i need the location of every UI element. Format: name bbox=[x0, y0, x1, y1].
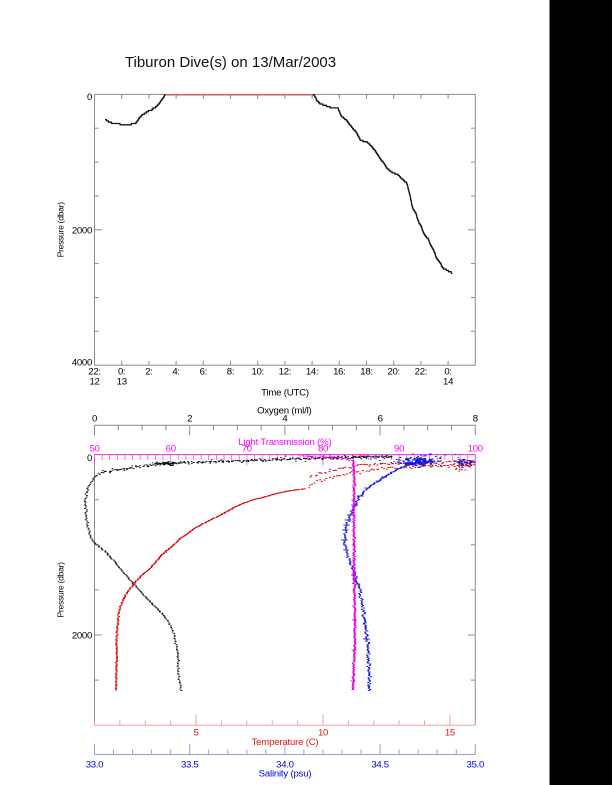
svg-text:34.0: 34.0 bbox=[276, 760, 293, 771]
svg-text:80: 80 bbox=[318, 444, 328, 455]
svg-text:34.5: 34.5 bbox=[371, 760, 388, 771]
svg-text:2:: 2: bbox=[145, 367, 152, 378]
svg-text:0: 0 bbox=[92, 414, 97, 425]
svg-text:0:: 0: bbox=[118, 367, 125, 378]
svg-text:Light Transmission (%): Light Transmission (%) bbox=[238, 437, 331, 448]
svg-text:4000: 4000 bbox=[72, 358, 92, 369]
svg-text:10:: 10: bbox=[251, 367, 263, 378]
svg-text:0: 0 bbox=[87, 453, 92, 464]
svg-text:0: 0 bbox=[87, 92, 92, 103]
svg-text:Time (UTC): Time (UTC) bbox=[261, 388, 309, 399]
svg-text:13: 13 bbox=[117, 376, 127, 387]
svg-text:2000: 2000 bbox=[72, 631, 92, 642]
svg-text:22:: 22: bbox=[88, 367, 100, 378]
svg-text:20:: 20: bbox=[387, 367, 399, 378]
svg-text:12: 12 bbox=[89, 376, 99, 387]
svg-text:Pressure (dbar): Pressure (dbar) bbox=[56, 562, 66, 618]
svg-text:22:: 22: bbox=[415, 367, 427, 378]
svg-text:35.0: 35.0 bbox=[467, 760, 484, 771]
svg-text:16:: 16: bbox=[333, 367, 345, 378]
svg-text:4: 4 bbox=[282, 414, 288, 425]
svg-text:2000: 2000 bbox=[72, 225, 92, 236]
svg-text:6:: 6: bbox=[200, 367, 207, 378]
svg-text:8:: 8: bbox=[227, 367, 234, 378]
svg-text:4:: 4: bbox=[172, 367, 179, 378]
svg-text:Salinity (psu): Salinity (psu) bbox=[259, 769, 312, 780]
svg-text:12:: 12: bbox=[279, 367, 291, 378]
svg-text:18:: 18: bbox=[360, 367, 372, 378]
svg-text:14:: 14: bbox=[306, 367, 318, 378]
svg-text:Oxygen (ml/l): Oxygen (ml/l) bbox=[257, 406, 311, 417]
svg-text:70: 70 bbox=[242, 444, 252, 455]
svg-text:Tiburon Dive(s) on 13/Mar/2003: Tiburon Dive(s) on 13/Mar/2003 bbox=[125, 54, 336, 71]
svg-text:5: 5 bbox=[193, 727, 198, 738]
svg-text:2: 2 bbox=[187, 414, 192, 425]
svg-text:60: 60 bbox=[166, 444, 176, 455]
svg-text:50: 50 bbox=[89, 444, 99, 455]
svg-text:8: 8 bbox=[473, 414, 478, 425]
svg-text:Pressure (dbar): Pressure (dbar) bbox=[56, 202, 66, 258]
svg-text:10: 10 bbox=[318, 727, 328, 738]
svg-text:Temperature (C): Temperature (C) bbox=[252, 737, 319, 748]
svg-text:15: 15 bbox=[445, 727, 455, 738]
svg-text:14: 14 bbox=[443, 376, 454, 387]
svg-text:33.0: 33.0 bbox=[86, 760, 103, 771]
svg-text:90: 90 bbox=[394, 444, 404, 455]
svg-text:0:: 0: bbox=[444, 367, 451, 378]
svg-text:6: 6 bbox=[378, 414, 383, 425]
svg-text:100: 100 bbox=[468, 444, 483, 455]
svg-text:33.5: 33.5 bbox=[181, 760, 198, 771]
